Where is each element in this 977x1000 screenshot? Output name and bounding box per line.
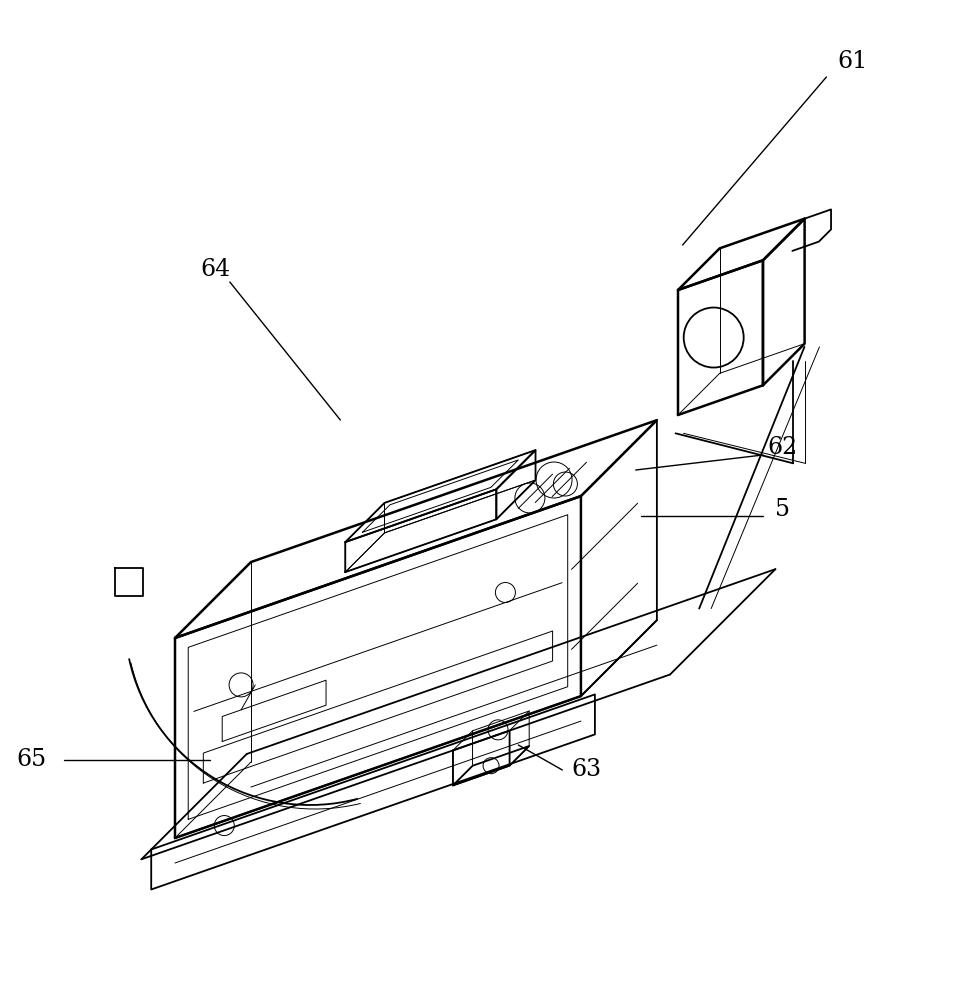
Text: 64: 64: [200, 258, 230, 282]
Text: 61: 61: [837, 50, 867, 74]
Text: 5: 5: [774, 498, 789, 522]
Text: 62: 62: [767, 436, 796, 460]
Text: 65: 65: [17, 748, 46, 772]
Text: 63: 63: [572, 758, 601, 782]
